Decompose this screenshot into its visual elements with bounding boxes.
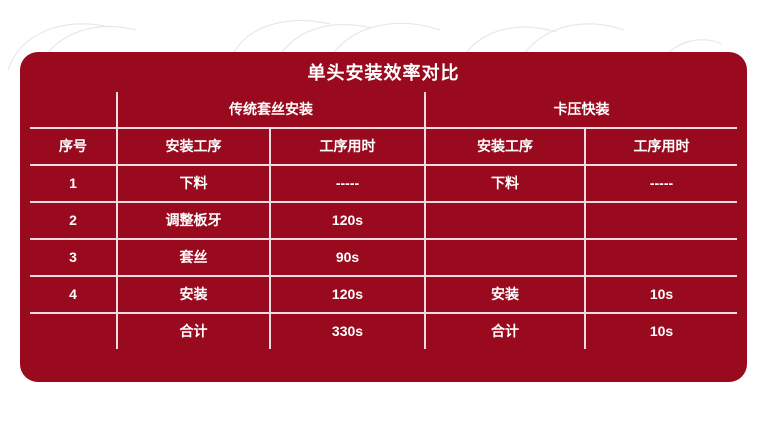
column-header-g2-process: 安装工序 <box>425 128 586 166</box>
page-title: 单头安装效率对比 <box>307 63 460 83</box>
cell-g1-total-time: 330s <box>270 313 426 349</box>
cell-g1-total-label: 合计 <box>117 313 271 349</box>
cell-g2-process: 下料 <box>425 165 586 203</box>
comparison-card: 单头安装效率对比 传统套丝安装 卡压快装 序号 安装工序 工序用时 安装工序 工… <box>20 52 747 382</box>
cell-index: 1 <box>30 165 118 203</box>
cell-g2-total-time: 10s <box>649 323 674 339</box>
cell-g1-time: 120s <box>270 202 426 240</box>
cell-index: 2 <box>30 202 118 240</box>
cell-g2-time <box>585 202 737 240</box>
group-header-index-blank <box>30 92 118 129</box>
table-total-row: 合计 330s 合计 10s <box>30 313 737 349</box>
cell-g2-time: 10s <box>585 276 737 314</box>
group-header-press-fit: 卡压快装 <box>425 92 737 129</box>
group-header-traditional: 传统套丝安装 <box>117 92 426 129</box>
column-header-index: 序号 <box>30 128 118 166</box>
cell-g1-time: 90s <box>270 239 426 277</box>
table-group-header-row: 传统套丝安装 卡压快装 <box>30 92 737 129</box>
cell-index: 4 <box>30 276 118 314</box>
table-row: 4 安装 120s 安装 10s <box>30 276 737 314</box>
cell-index: 3 <box>30 239 118 277</box>
cell-g2-time <box>585 239 737 277</box>
cell-g2-process <box>425 239 586 277</box>
cell-index <box>30 313 118 349</box>
cell-g1-process: 安装 <box>117 276 271 314</box>
table-row: 1 下料 ----- 下料 ----- <box>30 165 737 203</box>
cell-g2-process <box>425 202 586 240</box>
table-row: 2 调整板牙 120s <box>30 202 737 240</box>
table-column-header-row: 序号 安装工序 工序用时 安装工序 工序用时 <box>30 128 737 166</box>
cell-g2-total-label: 合计 <box>425 313 586 349</box>
cell-g1-process: 下料 <box>117 165 271 203</box>
cell-g1-time: ----- <box>270 165 426 203</box>
table-row: 3 套丝 90s <box>30 239 737 277</box>
card-title-band: 单头安装效率对比 <box>20 52 747 92</box>
cell-g2-time: ----- <box>585 165 737 203</box>
cell-g2-process: 安装 <box>425 276 586 314</box>
column-header-g1-time: 工序用时 <box>270 128 426 166</box>
cell-g1-process: 调整板牙 <box>117 202 271 240</box>
efficiency-comparison-table: 传统套丝安装 卡压快装 序号 安装工序 工序用时 安装工序 工序用时 1 下料 … <box>30 92 737 349</box>
column-header-g2-time: 工序用时 <box>585 128 737 166</box>
cell-g1-process: 套丝 <box>117 239 271 277</box>
column-header-g1-process: 安装工序 <box>117 128 271 166</box>
cell-g1-time: 120s <box>270 276 426 314</box>
